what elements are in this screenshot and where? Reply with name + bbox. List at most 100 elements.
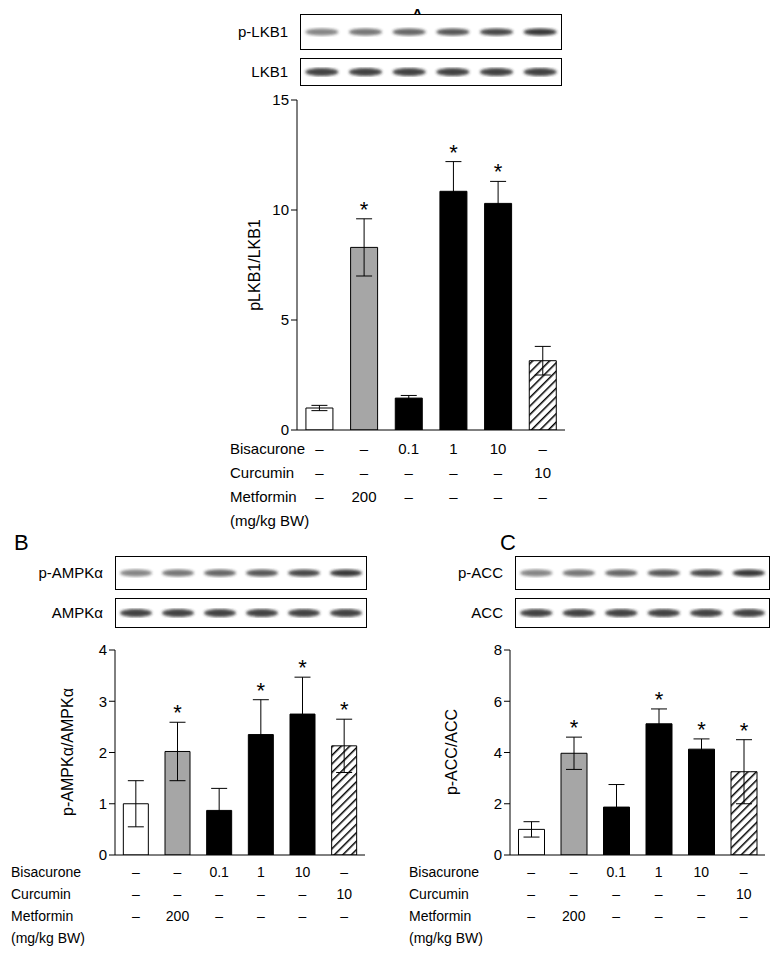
svg-text:1: 1: [257, 864, 265, 880]
svg-text:10: 10: [490, 440, 507, 457]
svg-text:*: *: [173, 700, 182, 725]
svg-text:Bisacurone: Bisacurone: [230, 440, 305, 457]
svg-text:0: 0: [281, 421, 289, 438]
svg-text:2: 2: [99, 744, 107, 761]
html-text:p-ACC: p-ACC: [458, 564, 503, 581]
svg-text:3: 3: [99, 693, 107, 710]
svg-text:200: 200: [166, 908, 190, 924]
svg-text:–: –: [612, 886, 620, 902]
svg-text:*: *: [257, 678, 266, 703]
svg-text:–: –: [740, 908, 748, 924]
svg-text:–: –: [538, 488, 547, 505]
svg-text:–: –: [404, 464, 413, 481]
svg-text:–: –: [570, 864, 578, 880]
svg-text:–: –: [315, 464, 324, 481]
svg-text:15: 15: [272, 91, 289, 108]
svg-text:10: 10: [295, 864, 311, 880]
svg-text:(mg/kg BW): (mg/kg BW): [409, 930, 483, 946]
svg-text:(mg/kg BW): (mg/kg BW): [230, 512, 309, 529]
svg-text:10: 10: [272, 201, 289, 218]
svg-text:–: –: [132, 864, 140, 880]
svg-text:–: –: [494, 488, 503, 505]
svg-text:–: –: [360, 440, 369, 457]
svg-text:–: –: [215, 886, 223, 902]
html-text:p-AMPKα: p-AMPKα: [38, 564, 103, 581]
svg-text:–: –: [740, 864, 748, 880]
svg-text:4: 4: [494, 744, 502, 761]
svg-text:Bisacurone: Bisacurone: [11, 864, 81, 880]
svg-text:*: *: [340, 697, 349, 722]
svg-text:0.1: 0.1: [398, 440, 419, 457]
svg-text:–: –: [315, 488, 324, 505]
html-text:ACC: ACC: [471, 604, 503, 621]
svg-text:*: *: [740, 718, 749, 743]
svg-text:–: –: [340, 908, 348, 924]
svg-text:0: 0: [99, 846, 107, 863]
html-text:AMPKα: AMPKα: [51, 604, 103, 621]
svg-text:200: 200: [562, 908, 586, 924]
svg-text:1: 1: [449, 440, 457, 457]
svg-text:–: –: [612, 908, 620, 924]
svg-text:–: –: [340, 864, 348, 880]
svg-text:Curcumin: Curcumin: [409, 886, 469, 902]
svg-text:Curcumin: Curcumin: [11, 886, 71, 902]
svg-text:Curcumin: Curcumin: [230, 464, 294, 481]
svg-text:–: –: [494, 464, 503, 481]
svg-text:–: –: [527, 908, 535, 924]
svg-text:–: –: [570, 886, 578, 902]
svg-text:–: –: [132, 886, 140, 902]
svg-text:–: –: [257, 886, 265, 902]
svg-text:Bisacurone: Bisacurone: [409, 864, 479, 880]
svg-text:–: –: [655, 886, 663, 902]
svg-text:*: *: [298, 655, 307, 680]
svg-text:*: *: [360, 197, 369, 222]
svg-text:8: 8: [494, 641, 502, 658]
html-text:p-AMPKα/AMPKα: p-AMPKα/AMPKα: [59, 688, 76, 816]
svg-text:*: *: [570, 715, 579, 740]
svg-text:10: 10: [336, 886, 352, 902]
svg-text:0.1: 0.1: [607, 864, 627, 880]
svg-text:10: 10: [534, 464, 551, 481]
svg-text:(mg/kg BW): (mg/kg BW): [11, 930, 85, 946]
svg-text:–: –: [299, 908, 307, 924]
svg-text:–: –: [697, 886, 705, 902]
svg-text:*: *: [494, 159, 503, 184]
svg-text:–: –: [449, 488, 458, 505]
html-text:p-ACC/ACC: p-ACC/ACC: [443, 708, 460, 796]
svg-text:–: –: [174, 864, 182, 880]
svg-text:–: –: [257, 908, 265, 924]
svg-text:*: *: [697, 717, 706, 742]
svg-text:–: –: [527, 864, 535, 880]
svg-text:–: –: [360, 464, 369, 481]
svg-text:4: 4: [99, 641, 107, 658]
svg-text:6: 6: [494, 693, 502, 710]
svg-text:10: 10: [736, 886, 752, 902]
svg-text:–: –: [655, 908, 663, 924]
html-text:pLKB1/LKB1: pLKB1/LKB1: [246, 219, 263, 311]
svg-text:Metformin: Metformin: [11, 908, 73, 924]
svg-text:2: 2: [494, 795, 502, 812]
svg-text:1: 1: [655, 864, 663, 880]
svg-text:–: –: [299, 886, 307, 902]
svg-text:–: –: [404, 488, 413, 505]
svg-text:–: –: [215, 908, 223, 924]
svg-text:200: 200: [351, 488, 376, 505]
svg-text:–: –: [174, 886, 182, 902]
svg-text:–: –: [449, 464, 458, 481]
svg-text:*: *: [449, 140, 458, 165]
svg-text:5: 5: [281, 311, 289, 328]
svg-text:1: 1: [99, 795, 107, 812]
svg-text:10: 10: [693, 864, 709, 880]
html-text:LKB1: LKB1: [251, 63, 288, 80]
svg-text:*: *: [655, 687, 664, 712]
svg-text:–: –: [315, 440, 324, 457]
svg-text:Metformin: Metformin: [409, 908, 471, 924]
svg-text:0.1: 0.1: [209, 864, 229, 880]
svg-text:Metformin: Metformin: [230, 488, 297, 505]
svg-text:–: –: [538, 440, 547, 457]
svg-text:–: –: [527, 886, 535, 902]
svg-text:–: –: [132, 908, 140, 924]
svg-text:–: –: [697, 908, 705, 924]
html-text:p-LKB1: p-LKB1: [238, 23, 288, 40]
svg-text:0: 0: [494, 846, 502, 863]
